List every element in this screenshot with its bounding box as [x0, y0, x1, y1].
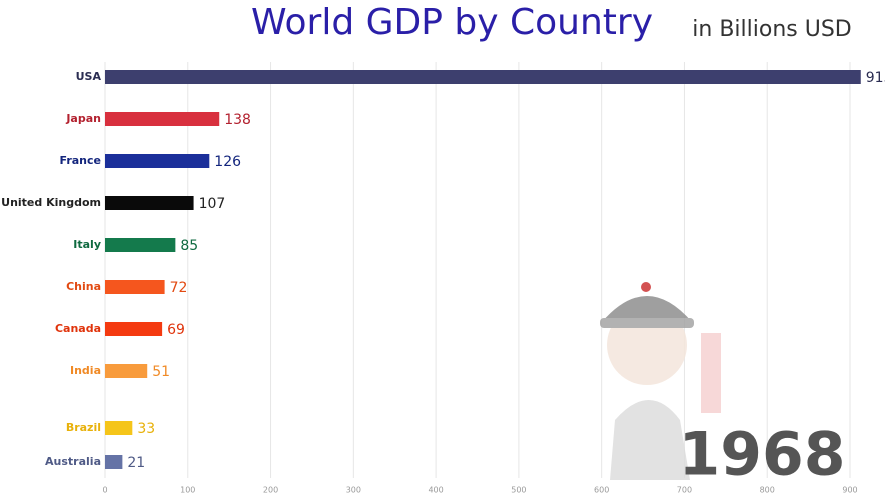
bar [105, 238, 176, 252]
x-tick-label: 100 [180, 486, 195, 495]
value-label: 69 [167, 322, 185, 338]
y-tick-label: France [60, 154, 101, 167]
y-tick-label: Australia [45, 455, 101, 468]
y-tick-label: Italy [73, 238, 101, 251]
y-tick-label: India [70, 364, 101, 377]
value-label: 138 [224, 112, 251, 128]
bar [105, 455, 123, 469]
y-tick-label: United Kingdom [1, 196, 101, 209]
x-tick-label: 900 [842, 486, 857, 495]
bar [105, 364, 148, 378]
value-label: 85 [180, 238, 198, 254]
y-tick-label: Brazil [66, 421, 101, 434]
value-label: 913 [866, 70, 885, 86]
x-tick-label: 700 [677, 486, 692, 495]
value-label: 51 [152, 364, 170, 380]
x-tick-label: 200 [263, 486, 278, 495]
bar [105, 280, 165, 294]
bar [105, 70, 861, 84]
bar [105, 154, 210, 168]
mascot [600, 282, 721, 480]
x-tick-label: 400 [428, 486, 443, 495]
y-tick-label: Japan [65, 112, 101, 125]
bar [105, 196, 194, 210]
x-tick-label: 300 [346, 486, 361, 495]
x-tick-label: 500 [511, 486, 526, 495]
value-label: 107 [199, 196, 226, 212]
value-label: 72 [170, 280, 188, 296]
bar [105, 421, 133, 435]
bar [105, 112, 220, 126]
y-tick-label: Canada [55, 322, 101, 335]
y-tick-label: China [66, 280, 101, 293]
x-tick-label: 0 [102, 486, 107, 495]
year-label: 1968 [679, 420, 846, 490]
bar [105, 322, 163, 336]
value-label: 21 [127, 455, 145, 471]
chart-title: World GDP by Country [251, 2, 653, 43]
value-label: 126 [214, 154, 241, 170]
chart-subtitle: in Billions USD [692, 17, 851, 42]
x-tick-label: 800 [760, 486, 775, 495]
value-label: 33 [137, 421, 155, 437]
y-tick-label: USA [76, 70, 102, 83]
x-tick-label: 600 [594, 486, 609, 495]
